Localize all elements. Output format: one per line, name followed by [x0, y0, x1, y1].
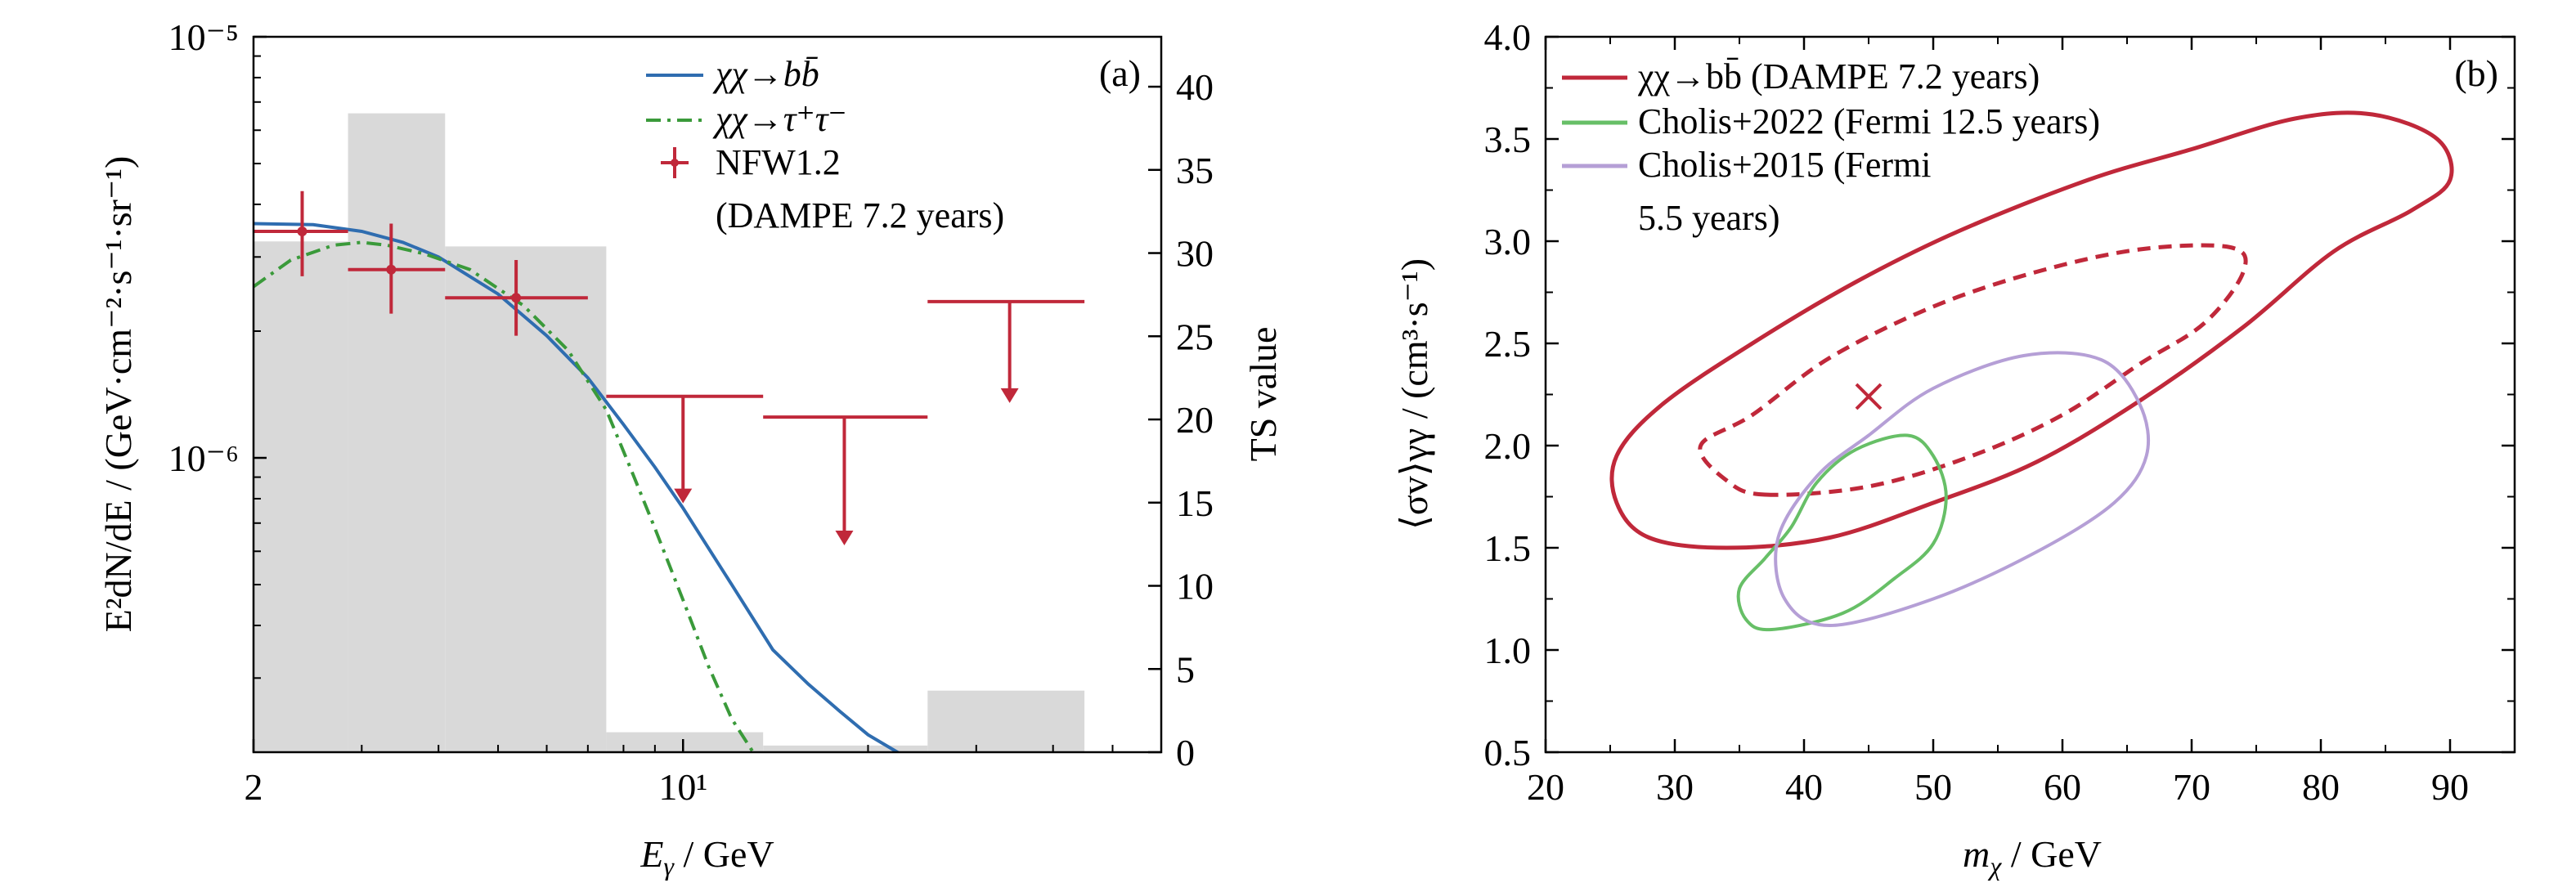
- x-tick-label: 20: [1527, 766, 1564, 808]
- ts-bar: [445, 246, 607, 752]
- legend-label-nfw-2: (DAMPE 7.2 years): [716, 195, 1004, 235]
- cholis2022-contour: [1736, 433, 1948, 632]
- x-tick-label: 50: [1914, 766, 1952, 808]
- legend-marker-nfw: [661, 147, 689, 178]
- flux-point: [254, 191, 348, 276]
- y2-tick-label: 30: [1176, 233, 1214, 275]
- y-tick-label: 10⁻⁶: [168, 437, 239, 479]
- dampe-1sigma-contour: [1698, 243, 2248, 497]
- axis-ticks-a: 2 10¹ 10⁻⁵ 10⁻⁶ 0 5 10 15 20 25 30 35 40: [168, 16, 1214, 808]
- ts-bar: [348, 113, 446, 752]
- y-tick-label: 10⁻⁵: [168, 16, 239, 58]
- ts-bar: [763, 745, 928, 752]
- legend-label-dampe: χχ→bb̄ (DAMPE 7.2 years): [1637, 56, 2040, 96]
- y2-tick-label: 25: [1176, 316, 1214, 357]
- legend-a: χχ→bb̄ χχ→τ⁺τ⁻ NFW1.2 (DAMPE 7.2 years): [646, 54, 1004, 235]
- panel-a: 2 10¹ 10⁻⁵ 10⁻⁶ 0 5 10 15 20 25 30 35 40 (a) Eγ / Ge…: [97, 16, 1284, 881]
- y-tick-label: 2.0: [1484, 425, 1532, 467]
- ts-bar: [254, 241, 348, 752]
- ul-arrowhead: [835, 530, 854, 545]
- y-axis-title-b: ⟨σv⟩γγ / (cm³·s⁻¹): [1393, 258, 1435, 530]
- y2-tick-label: 35: [1176, 150, 1214, 191]
- x-tick-label: 70: [2173, 766, 2210, 808]
- upper-limit: [606, 394, 764, 504]
- x-tick-label: 80: [2302, 766, 2340, 808]
- axis-ticks-b: 20 30 40 50 60 70 80 90 0.5 1.0 1.5 2.0 2.5 3.0 3.5 4.0: [1484, 16, 2515, 808]
- flux-point: [445, 260, 588, 336]
- upper-limit: [763, 415, 928, 545]
- tautau-curve: [254, 240, 755, 752]
- legend-label-cholis2015: Cholis+2015 (Fermi: [1638, 145, 1932, 185]
- y-tick-label: 1.0: [1484, 630, 1532, 671]
- x-axis-title-b: mχ / GeV: [1963, 833, 2102, 881]
- model-curves: [254, 222, 901, 752]
- x-tick-label: 30: [1656, 766, 1694, 808]
- y-tick-label: 1.5: [1484, 527, 1532, 569]
- best-fit-cross-b: [1855, 383, 1883, 410]
- legend-label-bb: χχ→bb̄: [712, 54, 819, 94]
- y2-tick-label: 5: [1176, 648, 1195, 690]
- plot-frame-a: [252, 35, 1163, 754]
- panel-label-a: (a): [1099, 52, 1141, 94]
- x-tick-label: 2: [245, 766, 263, 808]
- dampe-2sigma-contour: [1609, 110, 2454, 550]
- y2-axis-title-a: TS value: [1242, 327, 1284, 462]
- contours: [1609, 110, 2454, 632]
- y2-tick-label: 10: [1176, 566, 1214, 607]
- cholis2015-contour: [1774, 351, 2151, 628]
- y-tick-label: 2.5: [1484, 323, 1532, 365]
- legend-label-cholis2022: Cholis+2022 (Fermi 12.5 years): [1638, 101, 2100, 141]
- ts-bar: [606, 732, 764, 752]
- y2-tick-label: 40: [1176, 66, 1214, 108]
- x-tick-label: 90: [2431, 766, 2469, 808]
- legend-label-cholis2015-2: 5.5 years): [1638, 198, 1780, 238]
- y-axis-title-a: E²dN/dE / (GeV·cm⁻²·s⁻¹·sr⁻¹): [97, 156, 139, 633]
- y-tick-label: 3.0: [1484, 221, 1532, 262]
- flux-point: [348, 223, 446, 314]
- point-marker: [511, 293, 522, 303]
- panel-b: 20 30 40 50 60 70 80 90 0.5 1.0 1.5 2.0 2.5 3.0 3.5 4.0…: [1393, 16, 2516, 881]
- x-tick-label: 60: [2044, 766, 2081, 808]
- ts-bar: [927, 690, 1085, 752]
- y-tick-label: 0.5: [1484, 732, 1532, 773]
- y-tick-label: 3.5: [1484, 119, 1532, 160]
- y2-tick-label: 0: [1176, 732, 1195, 773]
- point-marker: [386, 264, 397, 275]
- y2-tick-label: 15: [1176, 482, 1214, 524]
- legend-label-tautau: χχ→τ⁺τ⁻: [712, 99, 847, 139]
- legend-b: χχ→bb̄ (DAMPE 7.2 years) Cholis+2022 (Fe…: [1562, 56, 2100, 238]
- best-fit-marker: [1855, 383, 1883, 410]
- ts-histogram: [254, 113, 1085, 752]
- y-tick-label: 4.0: [1484, 16, 1532, 58]
- ul-arrowhead: [1000, 388, 1019, 403]
- point-marker: [297, 226, 307, 237]
- panel-label-b: (b): [2454, 52, 2498, 94]
- x-tick-label: 40: [1785, 766, 1823, 808]
- x-tick-label: 10¹: [658, 766, 707, 808]
- x-axis-title-a: Eγ / GeV: [640, 833, 774, 881]
- bb-curve: [254, 222, 901, 752]
- upper-limit: [927, 299, 1085, 403]
- data-points: [254, 191, 1085, 545]
- ul-arrowhead: [674, 488, 693, 504]
- legend-label-nfw: NFW1.2: [716, 142, 841, 182]
- y2-tick-label: 20: [1176, 399, 1214, 441]
